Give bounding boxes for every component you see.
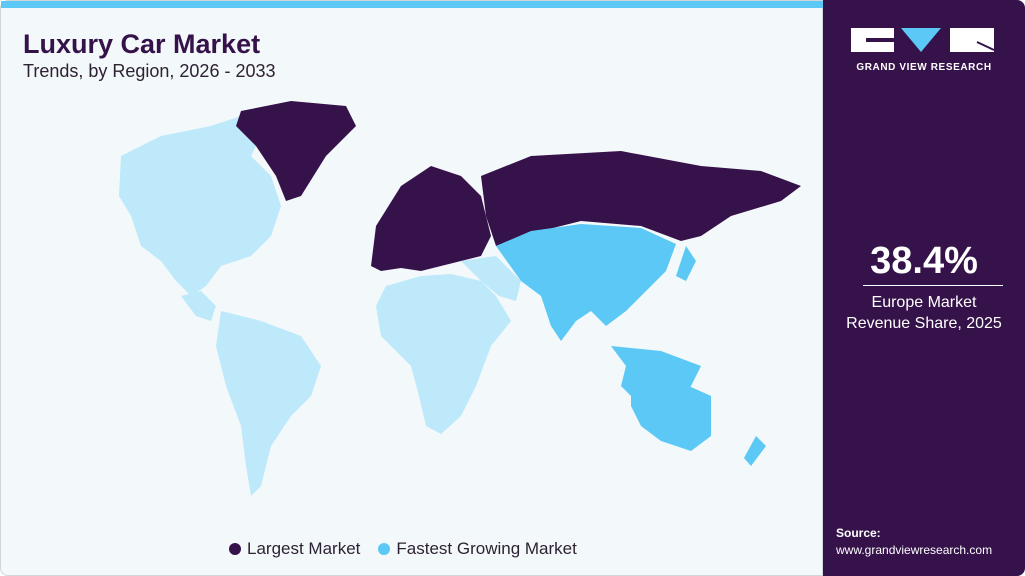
divider	[863, 285, 1003, 286]
brand-logo	[851, 28, 995, 52]
stat-label-line: Europe Market	[871, 294, 977, 311]
sidebar: GRAND VIEW RESEARCH 38.4% Europe Market R…	[823, 0, 1025, 576]
world-map	[119, 101, 801, 496]
legend-label: Largest Market	[247, 539, 361, 558]
region-latin-america	[216, 311, 321, 496]
legend-item-largest: Largest Market	[229, 539, 360, 559]
region-north-america	[119, 116, 281, 321]
page-subtitle: Trends, by Region, 2026 - 2033	[23, 61, 276, 81]
brand-name: GRAND VIEW RESEARCH	[856, 62, 992, 73]
stat-label-line: Revenue Share, 2025	[846, 315, 1002, 332]
region-middle-east-africa	[376, 256, 521, 434]
legend-label: Fastest Growing Market	[396, 539, 577, 558]
stat-value: 38.4%	[870, 240, 978, 282]
legend-item-fastest: Fastest Growing Market	[378, 539, 577, 559]
region-greenland	[236, 101, 356, 201]
accent-bar	[1, 1, 824, 8]
map-panel: Luxury Car Market Trends, by Region, 202…	[0, 0, 824, 576]
stat-label: Europe Market Revenue Share, 2025	[823, 292, 1025, 334]
source-url[interactable]: www.grandviewresearch.com	[836, 543, 993, 557]
region-asia-pacific	[496, 224, 766, 466]
legend-swatch	[229, 543, 241, 555]
legend-swatch	[378, 543, 391, 555]
region-europe	[371, 151, 801, 271]
page-title: Luxury Car Market	[23, 29, 261, 59]
map-legend: Largest Market Fastest Growing Market	[229, 539, 577, 559]
source-label: Source:	[836, 526, 881, 540]
